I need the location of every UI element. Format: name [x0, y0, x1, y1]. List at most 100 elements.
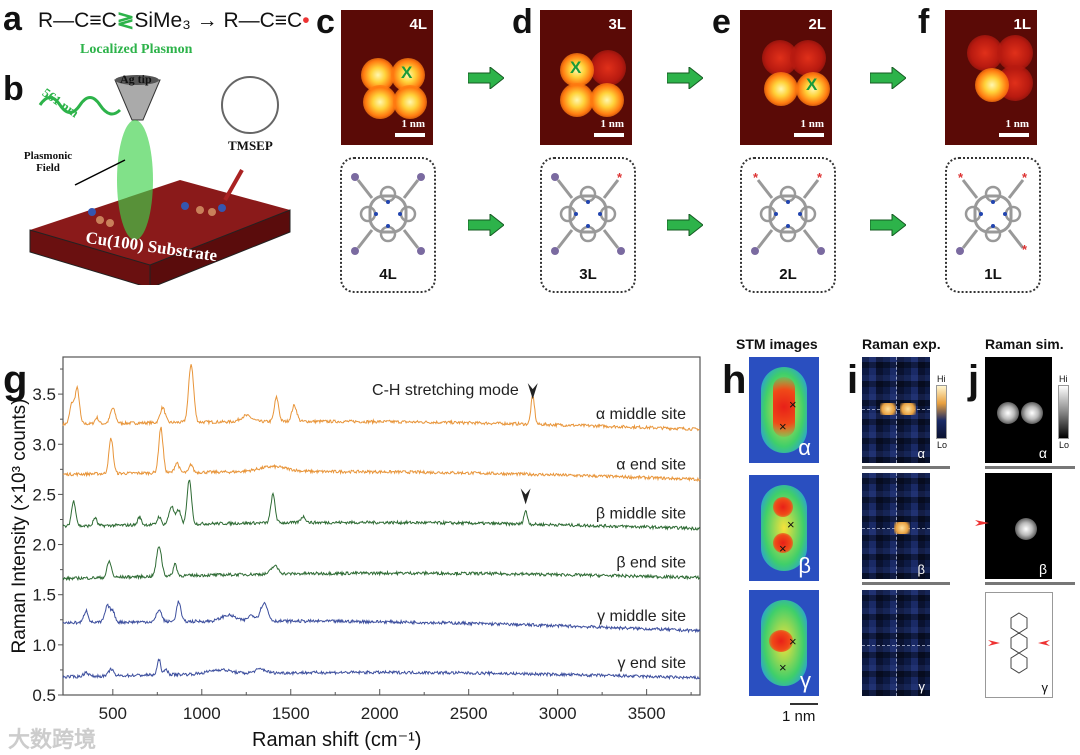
y-tick-label: 1.5 — [32, 586, 56, 605]
divider — [862, 582, 950, 585]
reactant: R—C≡C — [38, 9, 117, 32]
x-tick-label: 2500 — [450, 704, 488, 723]
scale-label: 1 nm — [800, 118, 824, 130]
raman-sim-alpha: α — [985, 357, 1052, 463]
series-label: β middle site — [596, 506, 686, 523]
panel-label-i: i — [847, 358, 859, 402]
panel-label-g: g — [3, 358, 28, 402]
spectrum-line-1 — [62, 426, 701, 482]
desorption-arrow — [223, 169, 244, 201]
molecule-on-surface — [88, 202, 226, 227]
site-label: β — [1038, 561, 1047, 577]
spectrum-line-5 — [62, 658, 701, 681]
green-arrow-icon — [870, 214, 906, 236]
panel-label-a: a — [3, 0, 22, 38]
molecule-model-2l: * * 2L — [740, 157, 836, 293]
y-tick-label: 1.0 — [32, 636, 56, 655]
tmsep-label: TMSEP — [228, 138, 273, 153]
raman-sim-title: Raman sim. — [985, 336, 1064, 352]
stm-tag: 2L — [808, 16, 826, 33]
molecule-tag: 4L — [379, 266, 397, 283]
spectrum-line-2 — [62, 479, 701, 531]
scale-bar — [794, 133, 824, 137]
raman-exp-beta: β — [862, 473, 930, 579]
scale-bar — [594, 133, 624, 137]
laser-wave-icon — [38, 96, 122, 116]
radical-mark: * — [753, 170, 759, 185]
y-tick-label: 0.5 — [32, 686, 56, 705]
substrate-top — [30, 180, 290, 265]
panel-label-j: j — [968, 358, 980, 402]
green-arrow-icon — [468, 214, 504, 236]
localized-plasmon-caption: Localized Plasmon — [80, 42, 193, 57]
scale-bar — [999, 133, 1029, 137]
stm-image-4l: X 4L 1 nm — [341, 10, 433, 145]
y-tick-label: 3.0 — [32, 435, 56, 454]
stm-image-gamma: × × γ — [749, 590, 819, 696]
x-tick-label: 3500 — [628, 704, 666, 723]
panel-label-e: e — [712, 3, 731, 41]
x-tick-label: 500 — [99, 704, 127, 723]
raman-exp-gamma: γ — [862, 590, 930, 696]
tip-enhanced-setup-illustration — [29, 75, 291, 285]
radical-mark: * — [958, 170, 964, 185]
spectrum-line-0 — [62, 364, 701, 432]
y-tick-label: 2.5 — [32, 485, 56, 504]
y-tick-label: 2.0 — [32, 536, 56, 555]
series-label: γ middle site — [597, 608, 686, 625]
scale-label: 1 nm — [1005, 118, 1029, 130]
green-arrow-icon — [667, 67, 703, 89]
spectrum-line-3 — [62, 546, 701, 582]
raman-sim-gamma-structure: γ — [985, 592, 1053, 698]
red-arrow-icon — [975, 520, 989, 526]
radical-mark: * — [617, 170, 623, 185]
stm-image-beta: × × β — [749, 475, 819, 581]
raman-spectra-chart: 500 1000 1500 2000 2500 3000 3500 0.5 1.0 1.5 2.0 2… — [32, 356, 701, 723]
raman-exp-title: Raman exp. — [862, 336, 941, 352]
green-arrow-icon — [870, 67, 906, 89]
radical-mark: * — [1022, 170, 1028, 185]
x-tick-label: 1500 — [272, 704, 310, 723]
stm-image-2l: X 2L 1 nm — [740, 10, 832, 145]
divider — [985, 466, 1075, 469]
x-axis-label: Raman shift (cm⁻¹) — [252, 729, 422, 751]
series-label: β end site — [616, 555, 686, 572]
stm-tag: 4L — [409, 16, 427, 33]
site-label: γ — [918, 679, 926, 694]
colorbar-hi: Hi — [937, 374, 946, 384]
scale-label: 1 nm — [401, 118, 425, 130]
x-tick-label: 3000 — [539, 704, 577, 723]
raman-exp-colorbar — [936, 385, 947, 439]
colorbar-lo: Lo — [1059, 440, 1070, 450]
watermark: 大数跨境 — [8, 727, 97, 752]
green-arrow-icon — [468, 67, 504, 89]
raman-sim-beta: β — [985, 473, 1052, 579]
tip-position-marker: X — [570, 58, 582, 77]
stm-tag: 3L — [608, 16, 626, 33]
series-label: α end site — [616, 456, 686, 473]
stm-image-1l: 1L 1 nm — [945, 10, 1037, 145]
site-label: β — [798, 553, 811, 578]
panel-label-c: c — [316, 3, 335, 41]
divider — [985, 582, 1075, 585]
annotation-arrow-icon — [527, 383, 538, 400]
y-tick-label: 3.5 — [32, 385, 56, 404]
molecule-tag: 2L — [779, 266, 797, 283]
green-arrow-icon — [667, 214, 703, 236]
molecule-tag: 3L — [579, 266, 597, 283]
colorbar-lo: Lo — [937, 440, 948, 450]
panel-label-d: d — [512, 3, 533, 41]
scale-label: 1 nm — [600, 118, 624, 130]
divider — [862, 466, 950, 469]
colorbar-hi: Hi — [1059, 374, 1068, 384]
x-tick-label: 1000 — [183, 704, 221, 723]
tip-position-marker: X — [806, 75, 818, 94]
raman-sim-colorbar — [1058, 385, 1069, 439]
stm-tag: 1L — [1013, 16, 1031, 33]
plasmonic-field-label: Plasmonic Field — [23, 150, 73, 174]
h-scale-label: 1 nm — [782, 708, 816, 725]
site-label: γ — [800, 668, 811, 693]
stm-images-title: STM images — [736, 336, 818, 352]
panel-label-f: f — [918, 3, 930, 41]
